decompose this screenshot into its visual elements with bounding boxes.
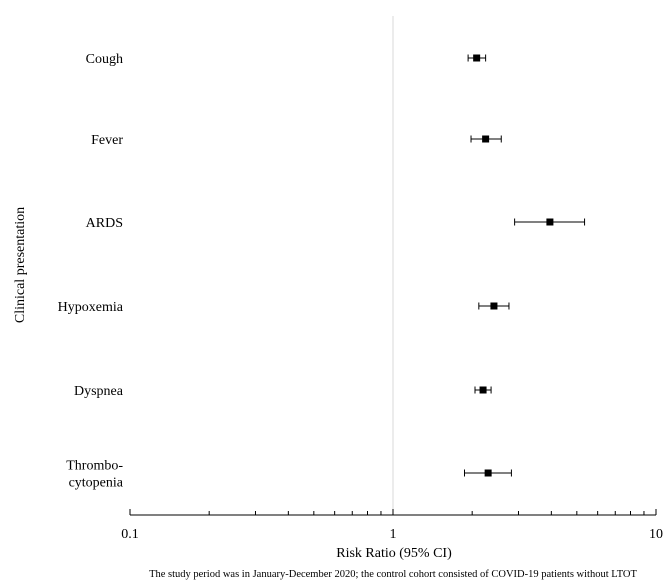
x-tick-label: 10 [649, 527, 663, 542]
x-axis-ticks [129, 509, 657, 515]
category-label: Dyspnea [74, 384, 124, 399]
x-tick-label: 1 [390, 527, 397, 542]
point-marker [473, 54, 481, 62]
category-label: ARDS [86, 216, 123, 231]
x-axis-label: Risk Ratio (95% CI) [336, 546, 452, 561]
category-label: Thrombo-cytopenia [66, 459, 124, 491]
x-tick-label: 0.1 [121, 527, 139, 542]
category-labels: Cough Fever ARDS Hypoxemia Dyspnea Thrombo-cy… [58, 52, 124, 491]
data-points [463, 54, 586, 477]
category-label: Fever [91, 133, 123, 148]
footnote: The study period was in January-December… [149, 569, 637, 580]
x-axis-tick-labels: 0.1 1 10 [121, 527, 663, 542]
category-label: Hypoxemia [58, 300, 124, 315]
data-point [467, 54, 487, 62]
point-marker [484, 469, 492, 477]
category-label: Cough [86, 52, 123, 67]
point-marker [490, 302, 498, 310]
data-point [463, 469, 512, 477]
data-point [514, 218, 586, 226]
point-marker [546, 218, 554, 226]
data-point [470, 135, 502, 143]
point-marker [479, 386, 487, 394]
y-axis-label: Clinical presentation [13, 207, 28, 323]
data-point [474, 386, 492, 394]
data-point [478, 302, 510, 310]
point-marker [482, 135, 490, 143]
